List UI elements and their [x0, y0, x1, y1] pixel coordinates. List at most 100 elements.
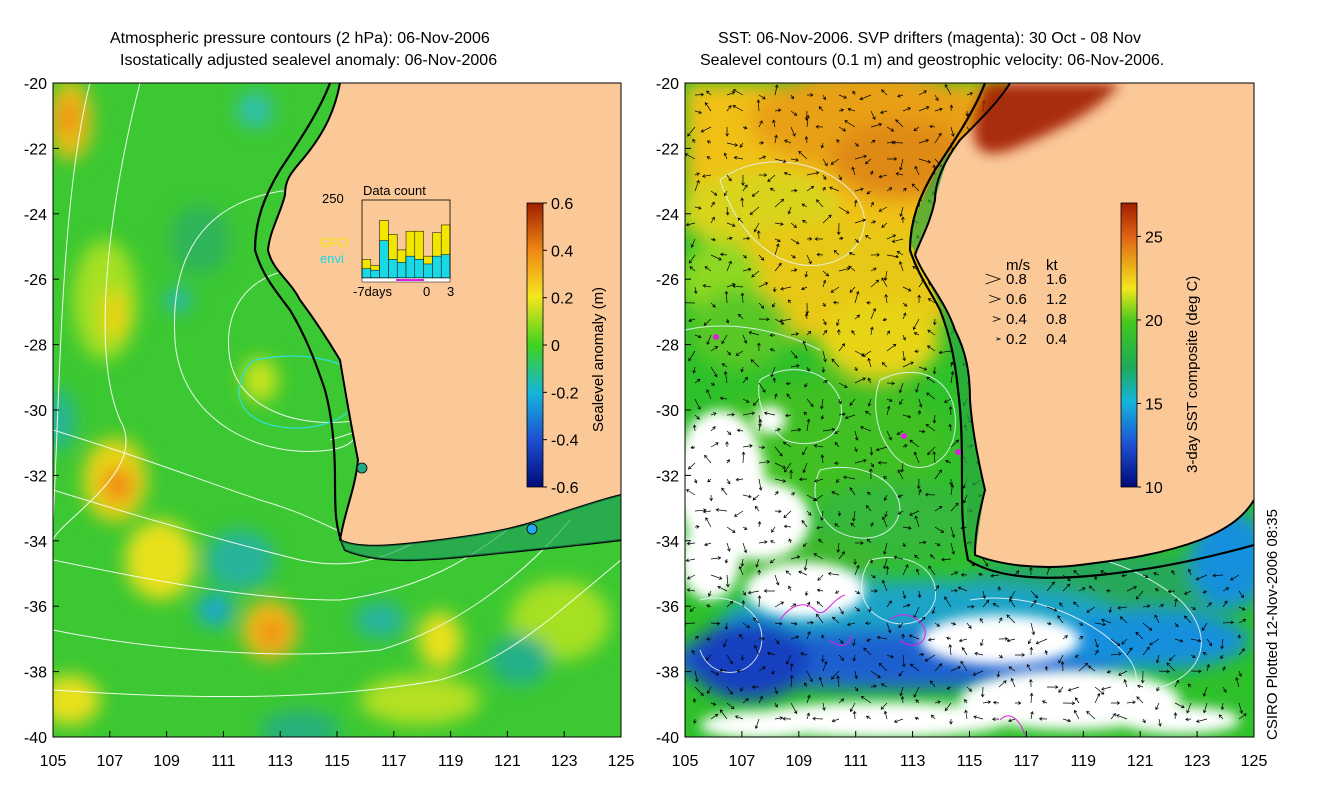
- velocity-vector: [802, 340, 808, 352]
- velocity-vector: [902, 654, 906, 668]
- velocity-vector: [996, 670, 1001, 678]
- velocity-vector: [1106, 669, 1112, 674]
- velocity-vector: [780, 286, 792, 291]
- velocity-vector: [1014, 570, 1020, 576]
- velocity-vector: [790, 492, 796, 496]
- velocity-vector: [992, 700, 1000, 705]
- velocity-vector: [883, 710, 888, 720]
- velocity-vector: [854, 430, 859, 441]
- velocity-vector: [788, 538, 792, 544]
- velocity-vector: [757, 569, 761, 576]
- velocity-vector: [1174, 702, 1185, 709]
- velocity-vector: [1185, 717, 1192, 722]
- velocity-vector: [752, 494, 760, 501]
- velocity-vector: [870, 307, 877, 320]
- velocity-vector: [726, 260, 732, 272]
- velocity-vector: [1046, 685, 1059, 689]
- left-ytick-label: -22: [24, 141, 47, 158]
- velocity-vector: [742, 622, 751, 629]
- velocity-vector: [774, 158, 787, 163]
- velocity-vector: [886, 330, 890, 336]
- velocity-vector: [710, 201, 715, 208]
- velocity-vector: [774, 490, 779, 496]
- inset-bar-envi: [414, 259, 424, 279]
- velocity-vector: [852, 638, 856, 647]
- velocity-vector: [1158, 669, 1170, 674]
- velocity-vector: [950, 371, 955, 384]
- velocity-vector: [1154, 588, 1160, 592]
- velocity-vector: [822, 186, 826, 192]
- velocity-vector: [758, 155, 767, 160]
- velocity-vector: [915, 699, 920, 704]
- velocity-vector: [774, 686, 779, 695]
- velocity-vector: [918, 366, 928, 371]
- velocity-vector: [790, 603, 797, 608]
- right-ytick-label: -34: [656, 534, 679, 551]
- velocity-vector: [694, 378, 701, 384]
- velocity-vector: [690, 445, 696, 450]
- velocity-vector: [854, 218, 867, 224]
- velocity-vector: [1230, 574, 1240, 581]
- velocity-vector: [742, 376, 748, 384]
- velocity-vector: [734, 715, 744, 720]
- velocity-vector: [979, 638, 984, 647]
- velocity-vector: [1202, 652, 1208, 656]
- velocity-vector: [1222, 587, 1230, 592]
- velocity-vector: [820, 634, 825, 640]
- velocity-vector: [806, 631, 811, 640]
- right-ytick-label: -36: [656, 599, 679, 616]
- velocity-vector: [961, 646, 968, 656]
- velocity-vector: [883, 542, 888, 555]
- velocity-vector: [898, 382, 904, 394]
- velocity-vector: [723, 190, 728, 197]
- velocity-vector: [721, 334, 728, 345]
- velocity-vector: [934, 663, 943, 672]
- sla-cb-tick-label: -0.6: [551, 480, 579, 497]
- velocity-vector: [870, 122, 883, 128]
- velocity-vector: [710, 412, 717, 416]
- velocity-vector: [1220, 638, 1224, 650]
- velocity-vector: [737, 217, 744, 224]
- velocity-vector: [870, 110, 876, 120]
- velocity-vector: [686, 588, 696, 592]
- velocity-vector: [854, 541, 864, 545]
- velocity-vector: [758, 666, 766, 672]
- velocity-vector: [694, 92, 705, 97]
- velocity-vector: [866, 491, 872, 496]
- velocity-vector: [938, 350, 952, 355]
- velocity-vector: [854, 187, 864, 192]
- velocity-vector: [770, 540, 776, 544]
- right-shelf-edge: [908, 83, 1254, 579]
- velocity-vector: [870, 589, 878, 593]
- velocity-vector: [757, 595, 762, 608]
- velocity-vector: [878, 662, 888, 672]
- velocity-vector: [835, 590, 840, 594]
- sst-cb-tick-label: 15: [1145, 396, 1163, 413]
- velocity-vector: [966, 686, 973, 692]
- velocity-vector: [948, 405, 953, 416]
- velocity-vector: [902, 603, 911, 608]
- velocity-vector: [918, 540, 927, 545]
- velocity-vector: [882, 317, 888, 322]
- velocity-vector: [882, 516, 888, 528]
- velocity-vector: [806, 93, 814, 97]
- velocity-vector: [934, 585, 939, 592]
- velocity-vector: [806, 185, 815, 192]
- velocity-vector: [1187, 568, 1192, 576]
- velocity-vector: [774, 198, 785, 208]
- sla-colorbar: 0.6 0.4 0.2 0 -0.2 -0.4 -0.6 Sealevel anomaly …: [526, 196, 607, 497]
- velocity-vector: [918, 106, 930, 112]
- velocity-vector: [688, 350, 696, 362]
- velocity-vector: [974, 651, 984, 656]
- sla-cb-tick-label: -0.2: [551, 385, 579, 402]
- velocity-vector: [932, 318, 937, 326]
- left-shelf-fill: [340, 495, 621, 560]
- velocity-vector: [963, 494, 968, 504]
- right-coastline: [913, 83, 1254, 568]
- velocity-vector: [726, 702, 735, 710]
- velocity-vector: [927, 298, 936, 304]
- velocity-vector: [782, 716, 792, 721]
- left-title-line1: Atmospheric pressure contours (2 hPa): 0…: [110, 30, 490, 47]
- velocity-vector: [710, 442, 719, 448]
- velocity-vector: [686, 574, 696, 580]
